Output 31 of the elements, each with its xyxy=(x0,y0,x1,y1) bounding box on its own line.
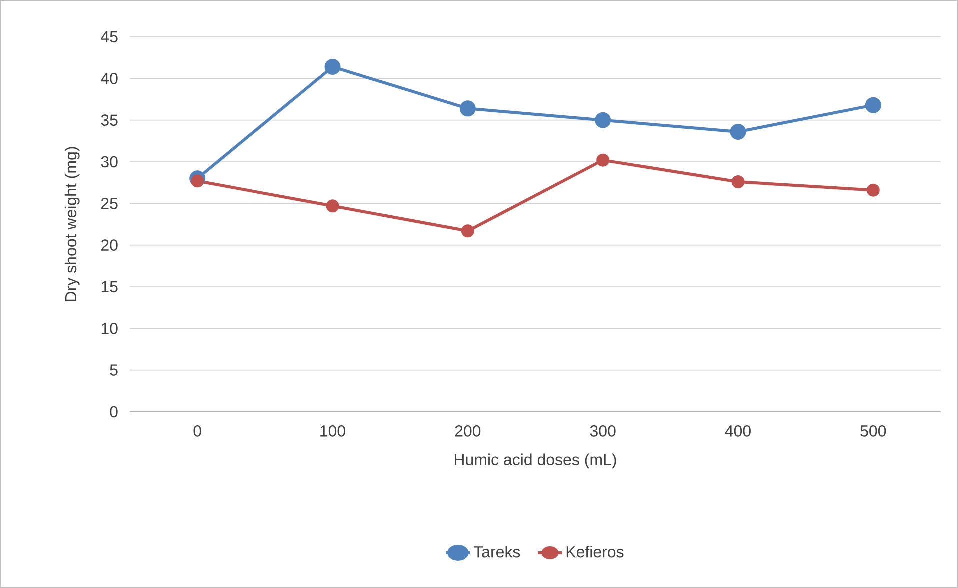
y-tick-label: 30 xyxy=(101,156,118,168)
point xyxy=(460,100,476,117)
x-axis-title: Humic acid doses (mL) xyxy=(455,454,616,469)
point xyxy=(461,224,474,238)
y-tick-label: 20 xyxy=(101,240,118,251)
x-tick-label: 300 xyxy=(590,426,616,437)
point xyxy=(732,175,745,188)
y-tick-label: 25 xyxy=(101,198,118,210)
point xyxy=(730,124,746,140)
y-tick-label: 35 xyxy=(101,114,118,126)
point xyxy=(326,200,340,213)
legend-label: Tareks xyxy=(474,546,520,558)
y-tick-label: 45 xyxy=(101,31,118,43)
y-tick-label: 15 xyxy=(102,281,118,293)
x-tick-label: 200 xyxy=(455,426,481,437)
point xyxy=(866,184,880,197)
y-tick-label: 40 xyxy=(101,73,118,84)
point xyxy=(596,154,610,167)
point xyxy=(191,174,204,188)
x-tick-label: 400 xyxy=(725,426,751,437)
legend-label: Kefieros xyxy=(566,546,624,558)
y-tick-label: 5 xyxy=(110,364,118,376)
y-tick-label: 10 xyxy=(102,322,118,334)
x-tick-label: 0 xyxy=(194,426,202,437)
x-tick-label: 500 xyxy=(860,426,886,437)
x-tick-label: 100 xyxy=(320,426,346,437)
y-axis-title: Dry shoot weight (mg) xyxy=(64,147,80,302)
y-tick-label: 0 xyxy=(110,406,118,418)
point xyxy=(865,97,882,114)
point xyxy=(595,112,612,128)
point xyxy=(324,58,341,75)
